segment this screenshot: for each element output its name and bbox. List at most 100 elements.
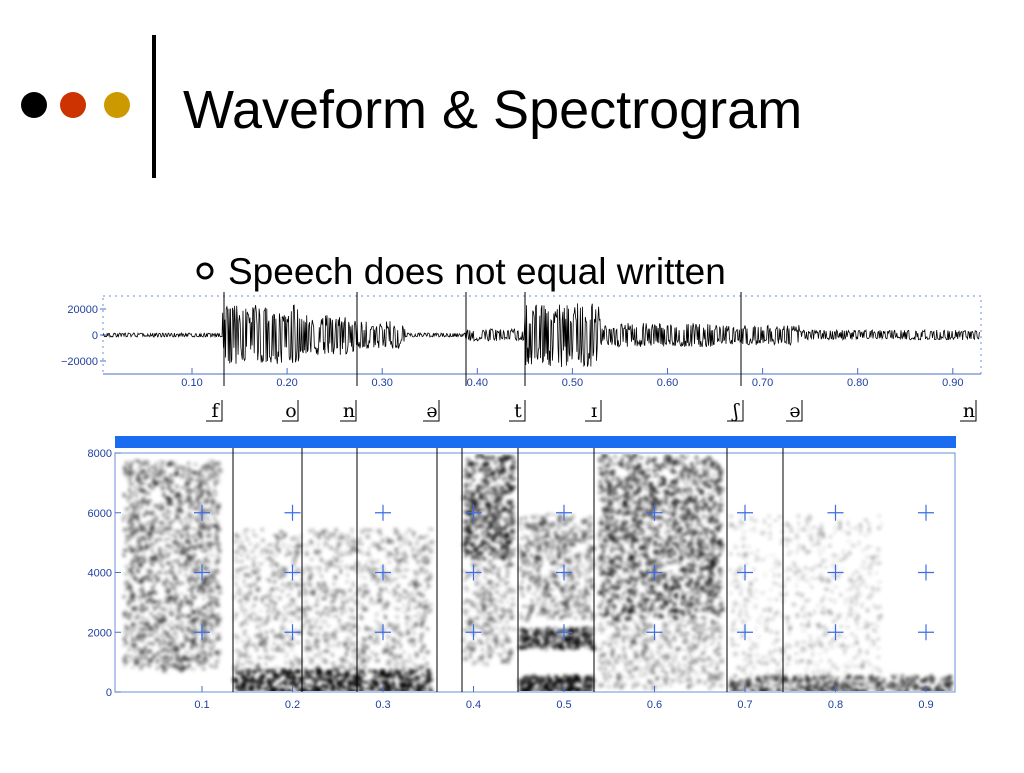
spectrogram-cell — [211, 600, 216, 605]
spectrogram-cell — [185, 658, 188, 662]
spectrogram-cell — [158, 546, 161, 549]
spectrogram-cell — [233, 617, 236, 621]
spectrogram-cell — [398, 536, 401, 540]
spectrogram-cell — [550, 686, 554, 689]
spectrogram-cell — [268, 543, 273, 546]
spectrogram-cell — [557, 563, 559, 566]
spectrogram-cell — [305, 550, 307, 555]
spectrogram-cell — [265, 687, 269, 689]
spectrogram-cell — [133, 470, 138, 474]
spectrogram-cell — [492, 538, 496, 542]
spectrogram-cell — [129, 655, 132, 657]
spectrogram-cell — [157, 557, 159, 562]
spectrogram-cell — [523, 647, 527, 649]
spectrogram-cell — [183, 634, 185, 636]
spectrogram-cell — [144, 623, 149, 627]
spectrogram-cell — [417, 678, 419, 682]
spectrogram-cell — [252, 687, 254, 692]
spectrogram-cell — [296, 539, 301, 541]
spectrogram-cell — [139, 608, 141, 611]
spectrogram-cell — [199, 592, 203, 595]
spectrogram-cell — [215, 622, 218, 624]
spectrogram-cell — [280, 681, 285, 684]
spectrogram-cell — [567, 676, 569, 680]
spectrogram-cell — [315, 587, 318, 591]
spectrogram-cell — [384, 683, 389, 687]
spectrogram-cell — [189, 558, 193, 562]
spectrogram-cell — [549, 678, 552, 682]
spectrogram-cell — [465, 489, 467, 492]
spectrogram-cell — [488, 506, 492, 508]
spectrogram-cell — [474, 581, 477, 584]
spectrogram-cell — [342, 686, 346, 689]
spectrogram-cell — [493, 598, 496, 601]
spectrogram-cell — [137, 647, 141, 650]
spectrogram-cell — [512, 553, 515, 556]
spectrogram-cell — [139, 621, 144, 625]
spectrogram-cell — [589, 636, 591, 640]
spectrogram-cell — [472, 662, 475, 666]
spectrogram-cell — [190, 591, 193, 595]
spectrogram-cell — [339, 606, 342, 610]
spectrogram-cell — [240, 608, 244, 612]
spectrogram-cell — [469, 494, 471, 498]
spectrogram-cell — [574, 617, 577, 620]
spectrogram-cell — [547, 581, 550, 585]
spectrogram-cell — [336, 672, 339, 675]
spectrogram-cell — [328, 532, 331, 536]
spectrogram-cell — [345, 551, 349, 556]
spectrogram-cell — [360, 552, 365, 555]
spectrogram-cell — [265, 668, 269, 671]
spectrogram-cell — [510, 479, 514, 482]
spectrogram-cell — [337, 642, 341, 645]
spectrogram-cell — [510, 617, 513, 620]
spectrogram-cell — [331, 652, 333, 656]
spectrogram-cell — [585, 583, 589, 588]
spectrogram-cell — [402, 576, 407, 578]
spectrogram-cell — [125, 580, 130, 584]
spectrogram-cell — [571, 687, 574, 689]
spectrogram-cell — [216, 467, 220, 471]
spectrogram-cell — [341, 661, 345, 664]
spectrogram-cell — [130, 631, 132, 633]
spectrogram-cell — [410, 672, 412, 676]
spectrogram-cell — [332, 532, 336, 537]
spectrogram-cell — [462, 638, 465, 642]
spectrogram-cell — [369, 635, 372, 640]
spectrogram-cell — [188, 620, 193, 624]
spectrogram-cell — [192, 611, 196, 615]
spectrogram-cell — [509, 550, 511, 552]
spectrogram-cell — [134, 577, 138, 582]
spectrogram-cell — [379, 587, 382, 591]
spectrogram-cell — [420, 566, 424, 570]
spectrogram-cell — [153, 607, 155, 611]
spectrogram-cell — [347, 647, 349, 650]
spectrogram-cell — [479, 552, 483, 556]
spectrogram-cell — [345, 539, 350, 544]
spectrogram-cell — [491, 549, 496, 552]
spectrogram-cell — [257, 633, 260, 635]
spectrogram-cell — [350, 539, 354, 544]
spectrogram-cell — [175, 507, 178, 511]
spectrogram-cell — [255, 681, 260, 685]
spectrogram-cell — [176, 635, 178, 640]
spectrogram-cell — [329, 645, 334, 647]
spectrogram-cell — [591, 675, 594, 680]
spectrogram-cell — [310, 634, 312, 637]
spectrogram-cell — [276, 573, 281, 575]
spectrogram-cell — [403, 611, 407, 613]
spectrogram-cell — [396, 585, 400, 588]
spectrogram-cell — [159, 465, 163, 468]
spectrogram-cell — [336, 687, 340, 691]
spectrogram-cell — [521, 575, 524, 578]
spectrogram-cell — [308, 625, 313, 630]
spectrogram-cell — [506, 621, 509, 624]
spectrogram-cell — [311, 618, 314, 620]
spectrogram-cell — [552, 640, 555, 644]
spectrogram-cell — [420, 649, 423, 653]
spectrogram-cell — [476, 553, 479, 558]
spectrogram-cell — [243, 644, 247, 649]
spectrogram-cell — [148, 484, 151, 487]
spectrogram-cell — [216, 638, 219, 641]
